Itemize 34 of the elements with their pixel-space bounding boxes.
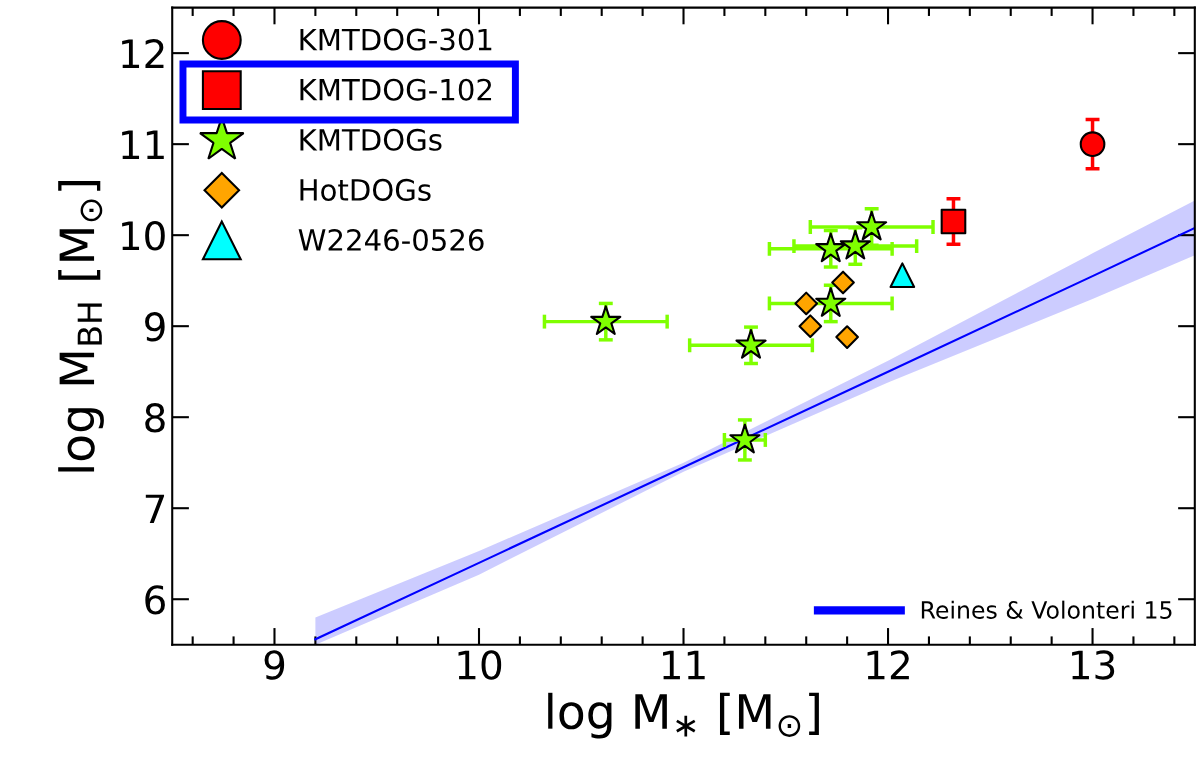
- legend-label: KMTDOG-301: [300, 28, 492, 51]
- x-tick-label: 11: [663, 650, 705, 680]
- y-tick-label: 8: [145, 403, 165, 433]
- legend-label: Reines & Volonteri 15: [921, 600, 1172, 619]
- x-tick-label: 9: [264, 650, 285, 680]
- point: [940, 208, 967, 235]
- y-axis-title: log M$_{BH}$ [M$_{⊙}$]: [58, 180, 104, 472]
- legend-label: W2246-0526: [298, 228, 484, 252]
- point: [815, 287, 847, 317]
- x-tick-label: 12: [867, 650, 909, 680]
- y-tick-label: 9: [145, 312, 165, 342]
- point: [729, 423, 761, 454]
- legend-label: KMTDOG-102: [300, 78, 492, 101]
- point: [794, 291, 819, 316]
- x-axis-title: log M$_{∗}$ [M$_{⊙}$]: [548, 692, 819, 739]
- legend-label: KMTDOGs: [300, 128, 442, 151]
- point: [889, 262, 916, 289]
- point: [835, 325, 859, 349]
- x-tick-label: 10: [458, 650, 502, 680]
- y-tick-label: 12: [122, 39, 164, 68]
- legend-label: HotDOGs: [300, 178, 431, 201]
- y-tick-label: 6: [145, 585, 165, 615]
- y-tick-label: 10: [122, 221, 165, 251]
- x-tick-label: 13: [1072, 650, 1115, 680]
- y-tick-label: 11: [122, 130, 164, 159]
- point: [1079, 131, 1106, 157]
- point: [798, 314, 823, 339]
- y-tick-label: 7: [145, 494, 165, 523]
- point: [831, 270, 855, 295]
- point: [590, 305, 622, 336]
- point: [856, 210, 888, 241]
- point: [735, 328, 767, 359]
- point: [839, 229, 871, 260]
- point: [815, 232, 847, 263]
